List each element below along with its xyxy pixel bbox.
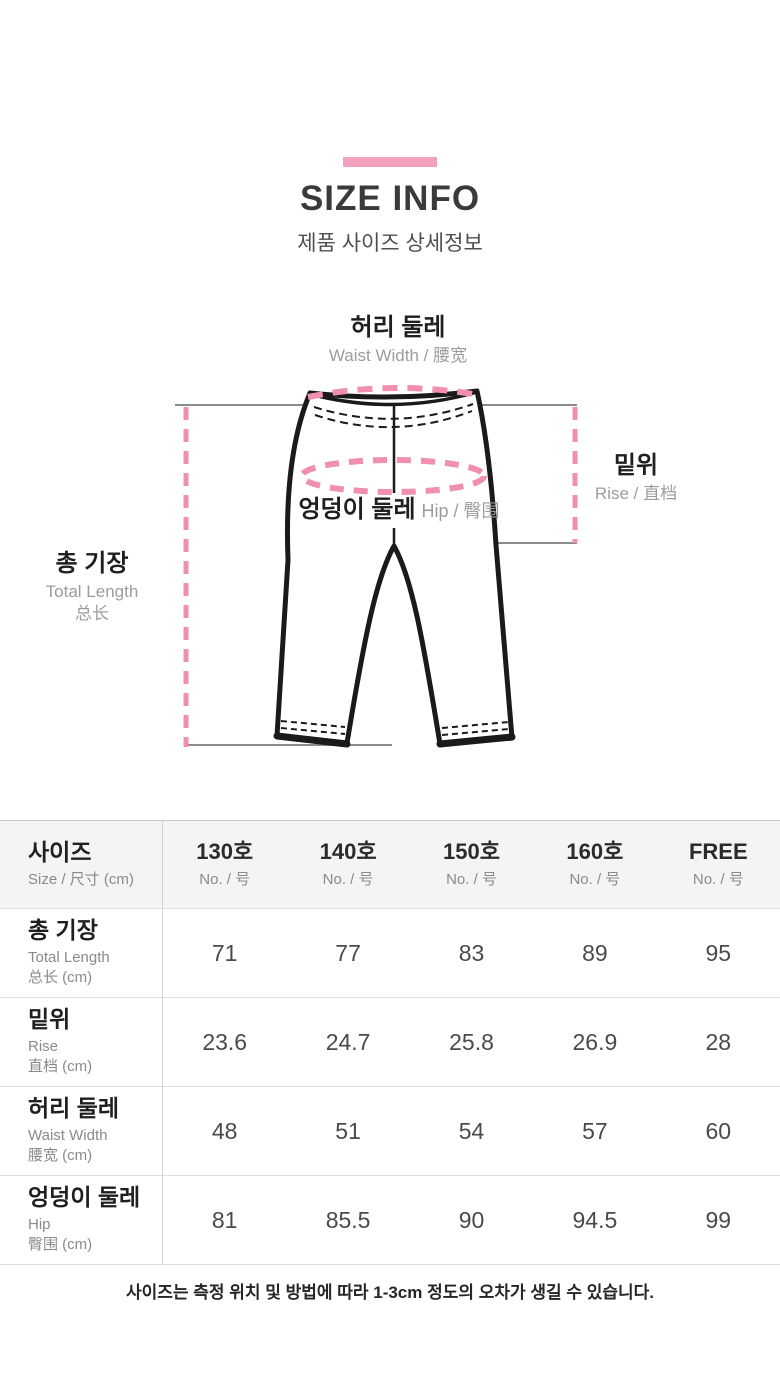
cell-value: 57: [582, 1117, 608, 1144]
row-rise-label: 밑위 Rise 直档 (cm): [0, 998, 163, 1086]
hip-dashed-ellipse: [299, 457, 487, 495]
waist-label-sub: Waist Width / 腰宽: [328, 345, 468, 365]
row-waist: 허리 둘레 Waist Width 腰宽 (cm) 48 51 54 57 60: [0, 1087, 780, 1176]
header-size-cell: 사이즈 Size / 尺寸 (cm): [0, 821, 163, 908]
size-tolerance-note: 사이즈는 측정 위치 및 방법에 따라 1-3cm 정도의 오차가 생길 수 있…: [125, 1283, 655, 1302]
pants-measurement-diagram: 허리 둘레 Waist Width / 腰宽 밑위 Rise / 直档 총 기장…: [0, 300, 780, 795]
cell-value: 89: [582, 939, 608, 966]
right-hem-stitch-bottom: [441, 728, 510, 736]
cell-value: 23.6: [202, 1028, 248, 1055]
hip-label: 엉덩이 둘레 Hip / 臀围: [298, 496, 499, 524]
column-free: FREE No. / 号: [688, 838, 748, 889]
pants-outline: [274, 388, 515, 747]
cell-value: 54: [458, 1117, 485, 1144]
waist-label: 허리 둘레 Waist Width / 腰宽: [329, 314, 467, 367]
waist-label-ko: 허리 둘레: [350, 314, 446, 341]
column-130: 130호 No. / 号: [196, 838, 254, 889]
cell-value: 24.7: [325, 1028, 371, 1055]
rise-label-ko: 밑위: [613, 452, 659, 479]
left-hem-edge: [273, 732, 351, 748]
hip-label-ko: 엉덩이 둘레: [298, 496, 416, 523]
row-hip-label: 엉덩이 둘레 Hip 臀围 (cm): [0, 1176, 163, 1264]
row-hip: 엉덩이 둘레 Hip 臀围 (cm) 81 85.5 90 94.5 99: [0, 1176, 780, 1265]
rise-label-sub: Rise / 直档: [594, 483, 678, 503]
hip-label-sub: Hip / 臀围: [421, 501, 500, 521]
cell-value: 85.5: [325, 1206, 371, 1233]
column-150: 150호 No. / 号: [443, 838, 500, 889]
total-length-label-cn: 总长: [74, 603, 109, 623]
cell-value: 60: [705, 1117, 732, 1144]
row-total-length-label: 총 기장 Total Length 总长 (cm): [0, 909, 163, 997]
cell-value: 51: [335, 1117, 361, 1144]
header-size-sub: Size / 尺寸 (cm): [28, 870, 134, 888]
cell-value: 25.8: [449, 1028, 494, 1055]
row-waist-label: 허리 둘레 Waist Width 腰宽 (cm): [0, 1087, 163, 1175]
left-hem-stitch-top: [280, 720, 346, 728]
right-hem-stitch-top: [441, 721, 510, 729]
accent-bar: [343, 157, 437, 167]
total-length-label-ko: 총 기장: [55, 550, 129, 577]
cell-value: 28: [705, 1028, 732, 1055]
cell-value: 26.9: [572, 1028, 618, 1055]
left-hem-stitch-bottom: [280, 727, 346, 735]
cell-value: 83: [458, 939, 485, 966]
cell-value: 99: [705, 1206, 732, 1233]
page-subtitle: 제품 사이즈 상세정보: [297, 232, 483, 255]
size-table: 사이즈 Size / 尺寸 (cm) 130호 No. / 号 140호 No.…: [0, 820, 780, 1265]
cell-value: 94.5: [572, 1206, 618, 1233]
column-140: 140호 No. / 号: [319, 838, 377, 889]
total-length-label-en: Total Length: [45, 581, 139, 601]
cell-value: 48: [211, 1117, 238, 1144]
waistband-inner-edge: [309, 390, 478, 407]
cell-value: 95: [705, 939, 732, 966]
right-hem-edge: [436, 733, 516, 748]
header-size-ko: 사이즈: [28, 839, 92, 866]
row-rise: 밑위 Rise 直档 (cm) 23.6 24.7 25.8 26.9 28: [0, 998, 780, 1087]
size-table-header-row: 사이즈 Size / 尺寸 (cm) 130호 No. / 号 140호 No.…: [0, 821, 780, 909]
column-160: 160호 No. / 号: [566, 838, 624, 889]
cell-value: 71: [211, 939, 238, 966]
waist-dashed-arc: [307, 385, 480, 400]
total-length-label: 총 기장 Total Length 总长: [46, 550, 139, 625]
cell-value: 90: [458, 1206, 485, 1233]
rise-label: 밑위 Rise / 直档: [595, 452, 677, 505]
page-title: SIZE INFO: [299, 179, 481, 218]
pants-diagram-drawing: [175, 385, 578, 748]
row-total-length: 총 기장 Total Length 总长 (cm) 71 77 83 89 95: [0, 909, 780, 998]
cell-value: 77: [335, 939, 361, 966]
cell-value: 81: [211, 1206, 238, 1233]
